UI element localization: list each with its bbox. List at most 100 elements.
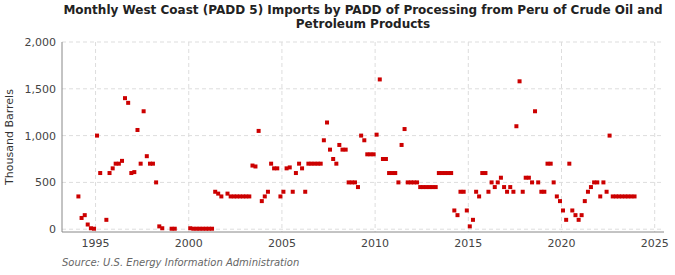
point xyxy=(362,138,366,142)
point xyxy=(496,180,500,184)
point xyxy=(83,213,87,217)
point xyxy=(291,190,295,194)
point xyxy=(281,190,285,194)
point xyxy=(549,162,553,166)
point xyxy=(589,185,593,189)
background xyxy=(0,0,675,275)
point xyxy=(145,154,149,158)
grid xyxy=(62,42,664,232)
point xyxy=(577,218,581,222)
point xyxy=(393,171,397,175)
point xyxy=(558,199,562,203)
point xyxy=(331,157,335,161)
point xyxy=(455,213,459,217)
point xyxy=(598,194,602,198)
point xyxy=(477,194,481,198)
point xyxy=(92,227,96,231)
x-tick-label: 1995 xyxy=(82,237,110,250)
title-line: Petroleum Products xyxy=(296,17,430,31)
x-tick-label: 2010 xyxy=(361,237,389,250)
point xyxy=(126,101,130,105)
y-grid-line xyxy=(62,42,664,43)
points xyxy=(76,77,636,230)
point xyxy=(570,208,574,212)
point xyxy=(384,157,388,161)
point xyxy=(86,223,90,227)
point xyxy=(337,143,341,147)
point xyxy=(275,166,279,170)
point xyxy=(257,129,261,133)
point xyxy=(322,138,326,142)
point xyxy=(300,166,304,170)
x-grid-line xyxy=(188,42,189,232)
point xyxy=(493,185,497,189)
x-grid-line xyxy=(281,42,282,232)
point xyxy=(288,165,292,169)
y-tick-label: 1,500 xyxy=(25,83,57,96)
point xyxy=(595,180,599,184)
chart-container: Monthly West Coast (PADD 5) Imports by P… xyxy=(0,0,675,275)
point xyxy=(468,224,472,228)
point xyxy=(294,171,298,175)
point xyxy=(536,180,540,184)
point xyxy=(483,171,487,175)
point xyxy=(344,148,348,152)
point xyxy=(98,171,102,175)
point xyxy=(76,194,80,198)
point xyxy=(490,180,494,184)
point xyxy=(247,194,251,198)
title-line: Monthly West Coast (PADD 5) Imports by P… xyxy=(63,3,662,17)
y-grid-line xyxy=(62,182,664,183)
source-note: Source: U.S. Energy Information Administ… xyxy=(62,257,299,268)
point xyxy=(334,162,338,166)
point xyxy=(123,96,127,100)
point xyxy=(605,190,609,194)
point xyxy=(502,185,506,189)
x-tick-label: 2025 xyxy=(641,237,669,250)
point xyxy=(542,190,546,194)
x-tick-label: 2015 xyxy=(454,237,482,250)
x-grid-line xyxy=(468,42,469,232)
point xyxy=(378,77,382,81)
point xyxy=(266,190,270,194)
point xyxy=(511,190,515,194)
point xyxy=(601,180,605,184)
point xyxy=(135,128,139,132)
point xyxy=(521,190,525,194)
point xyxy=(462,190,466,194)
point xyxy=(555,194,559,198)
x-tick-label: 2020 xyxy=(547,237,575,250)
point xyxy=(486,190,490,194)
x-grid-line xyxy=(561,42,562,232)
point xyxy=(452,208,456,212)
point xyxy=(297,162,301,166)
y-grid-line xyxy=(62,229,664,230)
point xyxy=(396,180,400,184)
point xyxy=(583,199,587,203)
y-axis-label: Thousand Barrels xyxy=(3,89,16,186)
x-grid-line xyxy=(375,42,376,232)
point xyxy=(465,208,469,212)
point xyxy=(253,164,257,168)
point xyxy=(328,148,332,152)
point xyxy=(552,180,556,184)
point xyxy=(219,194,223,198)
y-tick-label: 500 xyxy=(35,176,56,189)
x-grid-line xyxy=(654,42,655,232)
point xyxy=(356,185,360,189)
point xyxy=(527,176,531,180)
point xyxy=(474,190,478,194)
y-tick-label: 0 xyxy=(49,223,56,236)
point xyxy=(210,227,214,231)
point xyxy=(586,190,590,194)
point xyxy=(160,226,164,230)
point xyxy=(278,194,282,198)
point xyxy=(260,199,264,203)
point xyxy=(415,180,419,184)
point xyxy=(269,162,273,166)
point xyxy=(375,133,379,137)
x-tick-label: 2005 xyxy=(268,237,296,250)
point xyxy=(533,109,537,113)
point xyxy=(403,127,407,131)
point xyxy=(353,180,357,184)
